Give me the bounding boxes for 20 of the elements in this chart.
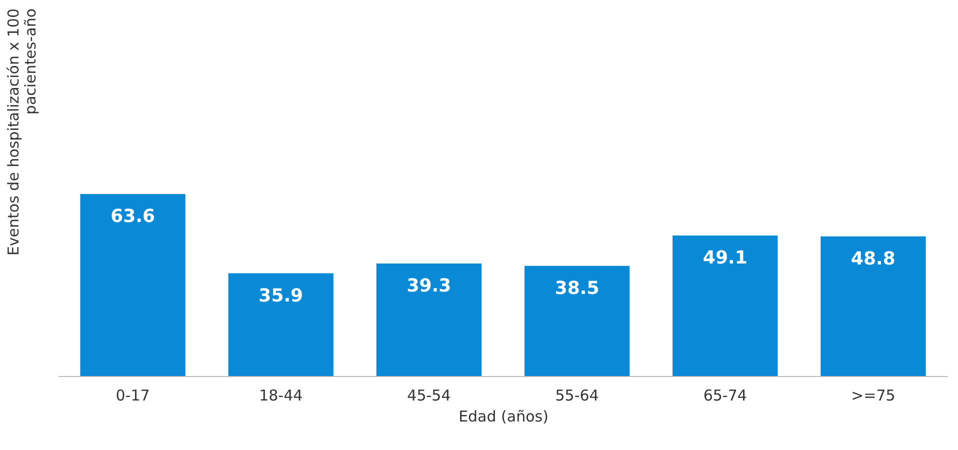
x-tick-label: 18-44 xyxy=(259,386,303,404)
data-label: 38.5 xyxy=(554,278,600,299)
data-label: 39.3 xyxy=(406,276,452,297)
bar xyxy=(376,264,482,376)
bar xyxy=(672,235,778,376)
bar xyxy=(228,273,334,376)
data-label: 49.1 xyxy=(702,247,748,268)
data-label: 48.8 xyxy=(851,248,896,270)
data-label: 35.9 xyxy=(258,285,304,306)
x-tick-label: 65-74 xyxy=(703,386,747,404)
x-tick-label: >=75 xyxy=(851,386,896,404)
bar xyxy=(524,266,630,376)
x-tick-label: 0-17 xyxy=(116,386,150,404)
data-label: 63.6 xyxy=(110,206,155,227)
x-tick-label: 45-54 xyxy=(407,386,451,404)
x-tick-label: 55-64 xyxy=(555,386,599,404)
bar xyxy=(80,194,186,376)
bar xyxy=(820,236,926,376)
x-axis-title: Edad (años) xyxy=(458,408,548,426)
y-axis-title: Eventos de hospitalización x 100 pacientes-año xyxy=(4,8,40,256)
